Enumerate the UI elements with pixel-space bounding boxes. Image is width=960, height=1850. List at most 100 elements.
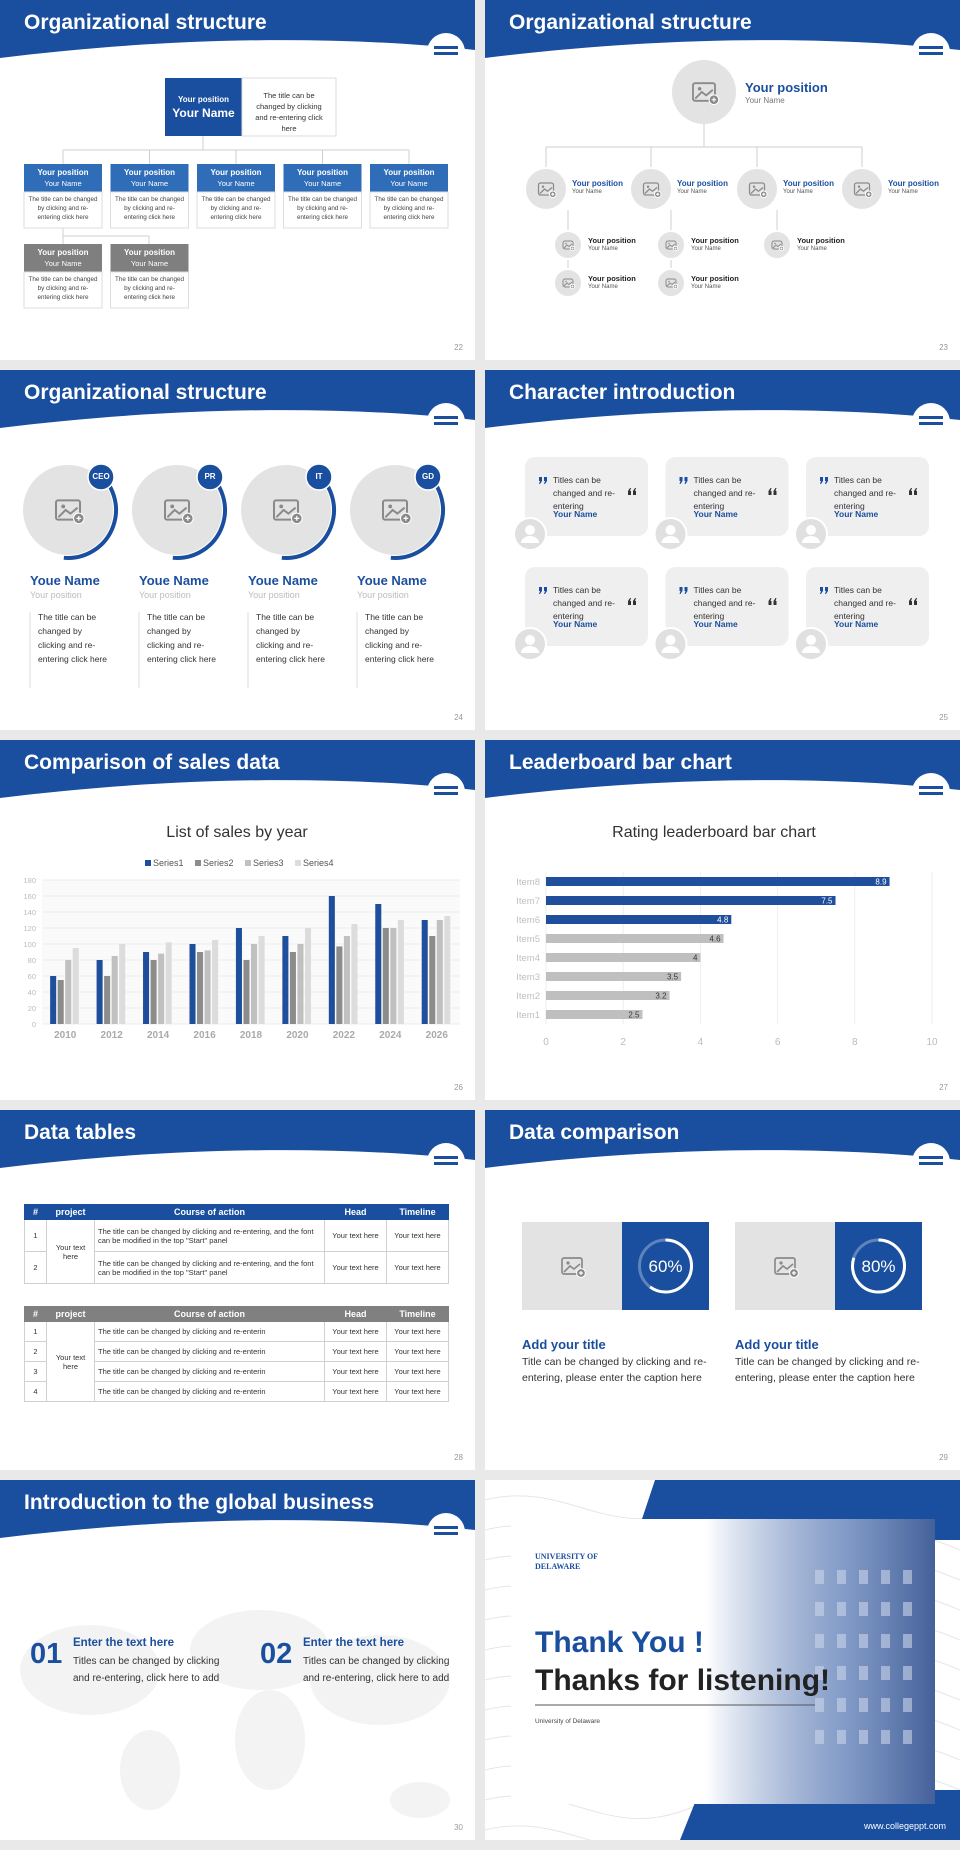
image-icon-sun <box>388 504 393 509</box>
image-icon <box>562 240 574 250</box>
value-label: 4.8 <box>717 916 729 925</box>
thanks-line1: Thank You ! <box>535 1626 704 1659</box>
bar <box>546 953 701 962</box>
position: Your position <box>745 80 828 95</box>
table-cell: Your text here <box>46 1219 95 1284</box>
image-icon-mountain <box>644 187 658 194</box>
table-row: 3 The title can be changed by clicking an… <box>24 1361 449 1382</box>
quote-mark <box>909 598 917 605</box>
position: Your position <box>677 179 728 188</box>
image-icon-plus-sign <box>76 516 82 521</box>
logo-mark <box>434 52 458 55</box>
name: Your Name <box>553 509 598 519</box>
photo-window <box>815 1698 824 1712</box>
bar <box>546 1010 643 1019</box>
image-icon-mountain <box>666 281 676 287</box>
item-desc: Title can be changed by clicking and re-… <box>522 1356 707 1384</box>
header-cell: project <box>46 1306 95 1322</box>
y-tick-label: 180 <box>23 876 36 885</box>
bar <box>390 928 397 1024</box>
node-circle <box>672 60 736 124</box>
slide-title: Introduction to the global business <box>24 1491 374 1514</box>
value-label: 4.6 <box>709 935 721 944</box>
image-icon-sun <box>61 504 66 509</box>
slide-title: Data comparison <box>509 1121 680 1144</box>
x-tick-label: 2022 <box>333 1030 356 1041</box>
y-tick-label: Item5 <box>516 934 540 945</box>
image-icon-mountain <box>855 187 869 194</box>
name: Your Name <box>797 246 827 252</box>
value-label: 8.9 <box>875 878 887 887</box>
name: Your Name <box>130 179 169 188</box>
x-tick-label: 2024 <box>379 1030 402 1041</box>
item-title: Enter the text here <box>73 1637 174 1649</box>
description: The title can be changed by clicking and… <box>365 612 434 664</box>
box-desc <box>23 271 103 309</box>
x-tick-label: 0 <box>543 1037 549 1048</box>
slide-title: Comparison of sales data <box>24 751 280 774</box>
value-label: 3.2 <box>655 992 667 1001</box>
item-title: Enter the text here <box>303 1637 404 1649</box>
x-tick-label: 2012 <box>101 1030 124 1041</box>
name: Your Name <box>217 179 255 188</box>
table-cell: 4 <box>24 1381 47 1402</box>
quote-text: Titles can be changed and re-entering <box>693 585 756 621</box>
slide-graphics: 60% 80% <box>485 1110 960 1310</box>
slide-graphics <box>0 1110 475 1181</box>
image-panel <box>735 1222 835 1310</box>
table-row: 1 Your text here The title can be changed … <box>24 1219 449 1284</box>
slide: 60% 80% Data comparison 29 Add your title Tit… <box>485 1110 960 1470</box>
quote-mark <box>539 587 547 594</box>
y-tick-label: 60 <box>28 972 36 981</box>
legend-swatch <box>195 860 201 866</box>
box-desc <box>196 191 276 229</box>
description: The title can be changed by clicking and… <box>147 612 216 664</box>
table-cell: Your text here <box>386 1341 449 1362</box>
quote-mark <box>820 477 828 484</box>
table-cell: 3 <box>24 1361 47 1382</box>
page-number: 29 <box>939 1453 948 1462</box>
image-icon-sun <box>170 504 175 509</box>
x-tick-label: 10 <box>926 1037 938 1048</box>
image-icon-plus-sign <box>656 192 660 196</box>
slide: Rating leaderboard bar chart 0 2 4 6 8 10 Item1… <box>485 740 960 1100</box>
quote-mark <box>539 477 547 484</box>
position: Your position <box>783 179 834 188</box>
photo-window <box>881 1602 890 1616</box>
value-label: 2.5 <box>628 1011 640 1020</box>
bar <box>150 960 157 1024</box>
quote-mark <box>768 488 777 495</box>
table-cell: Your text here <box>386 1251 449 1284</box>
header-band <box>0 0 475 58</box>
box-header <box>283 164 362 192</box>
photo-window <box>859 1730 868 1744</box>
badge-label: IT <box>315 472 323 481</box>
table-cell: The title can be changed by clicking and… <box>94 1361 325 1382</box>
bar <box>297 944 304 1024</box>
table-cell: 1 <box>24 1321 47 1342</box>
image-icon <box>55 499 81 521</box>
bar <box>104 976 111 1024</box>
logo-mark <box>919 792 943 795</box>
page-number: 28 <box>454 1453 463 1462</box>
chart-title: List of sales by year <box>166 824 308 841</box>
bar <box>235 928 242 1024</box>
position: Your position <box>37 168 89 177</box>
logo-mark <box>919 1162 943 1165</box>
image-icon-sun <box>697 86 702 91</box>
quote-mark <box>909 488 917 495</box>
quote-card <box>665 567 789 646</box>
image-icon-plus-sign <box>579 1271 583 1275</box>
bar <box>429 936 436 1024</box>
photo-window <box>859 1634 868 1648</box>
name: Your Name <box>834 619 879 629</box>
name: Your Name <box>677 189 707 195</box>
table-cell: The title can be changed by clicking and… <box>94 1341 325 1362</box>
image-icon-sun <box>566 1261 570 1265</box>
table-cell: Your text here <box>324 1321 387 1342</box>
box-desc <box>283 191 362 229</box>
quote-mark <box>628 488 636 495</box>
quote-mark <box>628 598 636 605</box>
bar <box>57 980 64 1024</box>
position: Your position <box>124 248 175 257</box>
